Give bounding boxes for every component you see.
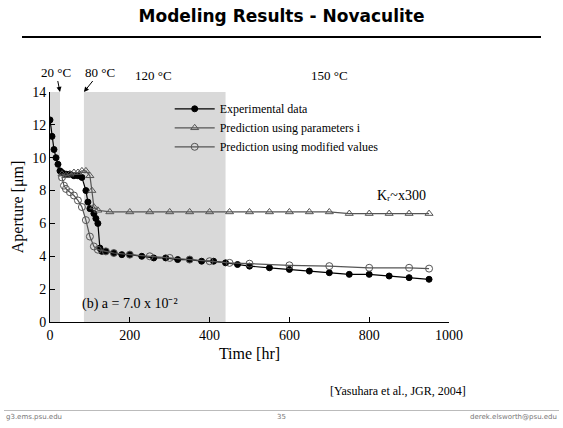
svg-text:10: 10	[32, 151, 46, 166]
svg-text:600: 600	[279, 328, 300, 343]
svg-text:Time [hr]: Time [hr]	[219, 345, 280, 362]
svg-text:0: 0	[47, 328, 54, 343]
svg-text:6: 6	[39, 216, 46, 231]
svg-text:1000: 1000	[435, 328, 463, 343]
svg-text:Prediction using modified valu: Prediction using modified values	[220, 140, 379, 154]
svg-text:20 °C: 20 °C	[41, 65, 71, 80]
svg-text:200: 200	[119, 328, 140, 343]
svg-text:Experimental data: Experimental data	[220, 102, 308, 116]
svg-text:2: 2	[39, 282, 46, 297]
svg-text:Prediction using parameters i: Prediction using parameters i	[220, 121, 361, 135]
html-text:g3.ems.psu.edu: g3.ems.psu.edu	[6, 413, 63, 421]
html-text:Modeling Results - Novaculite: Modeling Results - Novaculite	[138, 6, 425, 26]
html-text:[Yasuhara et al., JGR, 2004]: [Yasuhara et al., JGR, 2004]	[330, 384, 466, 398]
html-text:derek.elsworth@psu.edu: derek.elsworth@psu.edu	[470, 413, 557, 421]
svg-text:4: 4	[39, 249, 46, 264]
svg-text:Kᵣ~x300: Kᵣ~x300	[377, 188, 426, 203]
svg-text:120 °C: 120 °C	[135, 68, 172, 83]
svg-text:12: 12	[32, 118, 46, 133]
svg-text:0: 0	[39, 315, 46, 330]
svg-text:150 °C: 150 °C	[311, 68, 348, 83]
svg-text:400: 400	[199, 328, 220, 343]
html-text:35: 35	[277, 413, 286, 421]
svg-text:14: 14	[32, 85, 46, 100]
svg-text:800: 800	[359, 328, 380, 343]
svg-text:(b) a = 7.0 x 10⁻²: (b) a = 7.0 x 10⁻²	[82, 296, 178, 312]
svg-text:Aperture [μm]: Aperture [μm]	[9, 161, 27, 254]
svg-text:80 °C: 80 °C	[85, 65, 115, 80]
svg-text:8: 8	[39, 183, 46, 198]
